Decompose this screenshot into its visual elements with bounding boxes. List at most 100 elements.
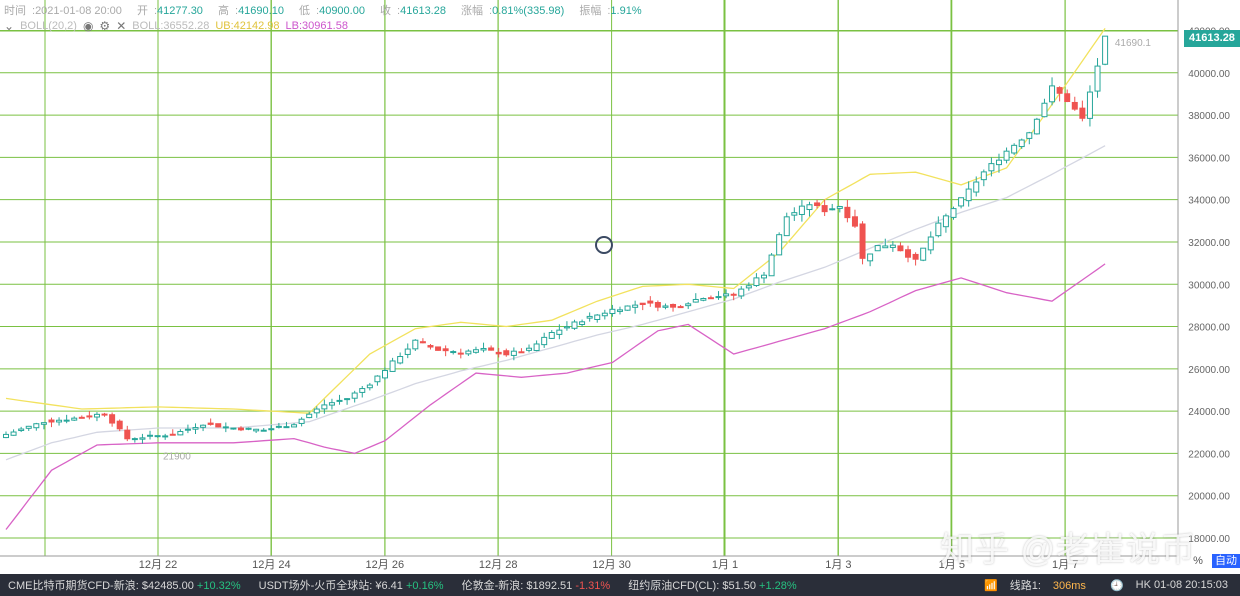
candle-body — [541, 336, 548, 346]
candle — [457, 348, 464, 359]
time-axis[interactable]: 12月 22 12月 24 12月 26 12月 28 12月 30 1月 1 1月 3 1月… — [139, 559, 1079, 571]
candle-body — [177, 430, 184, 436]
candle-body — [965, 188, 972, 202]
candle — [814, 199, 821, 209]
candle-body — [237, 427, 244, 431]
candle-body — [1041, 102, 1048, 118]
candle-body — [321, 404, 328, 410]
candle-body — [230, 427, 237, 430]
candle — [313, 406, 320, 418]
candle — [503, 348, 510, 357]
y-tick-label: 36000.00 — [1188, 153, 1230, 164]
candle-body — [457, 352, 464, 355]
candle-body — [912, 253, 919, 260]
candle-body — [1018, 139, 1025, 148]
eye-icon[interactable]: ◉ — [82, 19, 94, 33]
auto-scale-toggle[interactable]: 自动 — [1212, 554, 1240, 568]
candle — [662, 303, 669, 310]
x-tick-label: 12月 24 — [252, 559, 291, 571]
candle-body — [48, 419, 55, 423]
candle-body — [245, 427, 252, 430]
candle-body — [359, 388, 366, 393]
candle — [776, 232, 783, 256]
candlestick-chart[interactable]: 18000.00 20000.00 22000.00 24000.00 26000.00… — [0, 0, 1240, 574]
ticker-item[interactable]: CME比特币期货CFD-新浪: $42485.00 +10.32% — [8, 580, 241, 592]
ticker-item[interactable]: 伦敦金-新浪: $1892.51 -1.31% — [461, 580, 611, 592]
candle-body — [897, 245, 904, 252]
candle-body — [101, 413, 108, 416]
percent-scale-toggle[interactable]: % — [1193, 555, 1203, 567]
candle-body — [268, 428, 275, 431]
candle-body — [1026, 132, 1033, 139]
boll-label: BOLL(20,2) — [20, 20, 77, 32]
candle — [40, 422, 47, 430]
connection-line[interactable]: 线路1: 306ms — [1009, 580, 1086, 592]
x-tick-label: 12月 28 — [479, 559, 518, 571]
ticker-item[interactable]: USDT场外-火币全球站: ¥6.41 +0.16% — [258, 580, 444, 592]
candle-body — [3, 433, 9, 439]
candle-body — [753, 277, 760, 287]
candle — [541, 332, 548, 348]
candle — [920, 247, 927, 262]
y-tick-label: 30000.00 — [1188, 280, 1230, 291]
candle-body — [783, 216, 790, 237]
y-tick-label: 32000.00 — [1188, 238, 1230, 249]
candle-body — [63, 419, 70, 422]
candle-body — [654, 302, 661, 308]
candle — [1003, 147, 1010, 164]
candle — [677, 304, 684, 309]
candle-body — [25, 425, 32, 429]
chart-grid — [0, 0, 1179, 557]
candle-body — [670, 303, 677, 308]
candle-body — [351, 392, 358, 399]
candle-body — [344, 398, 351, 401]
candle-body — [738, 288, 745, 297]
y-tick-label: 22000.00 — [1188, 449, 1230, 460]
candle — [601, 309, 608, 320]
candle — [1094, 58, 1101, 98]
candle-body — [200, 424, 207, 428]
gear-icon[interactable]: ⚙ — [99, 19, 111, 33]
candle-body — [1094, 65, 1101, 92]
candle-body — [374, 375, 381, 383]
candle-body — [298, 418, 305, 424]
middle-band-line — [5, 145, 1106, 461]
candle-body — [1056, 87, 1063, 94]
clock-icon: 🕘 — [1109, 579, 1124, 592]
candle — [18, 426, 25, 433]
candle — [738, 286, 745, 300]
candle — [851, 209, 858, 228]
candle-body — [920, 247, 927, 261]
candle — [753, 273, 760, 287]
candle — [723, 289, 730, 299]
candle — [632, 300, 639, 314]
candle — [829, 203, 836, 211]
candle — [101, 412, 108, 417]
close-icon[interactable]: ✕ — [116, 19, 127, 33]
candle-body — [988, 163, 995, 172]
y-tick-label: 20000.00 — [1188, 492, 1230, 503]
candle-body — [563, 326, 570, 329]
x-tick-label: 1月 7 — [1052, 559, 1078, 571]
candle-body — [169, 433, 176, 436]
y-tick-label: 28000.00 — [1188, 323, 1230, 334]
ticker-item[interactable]: 纽约原油CFD(CL): $51.50 +1.28% — [628, 580, 797, 592]
candle — [450, 350, 457, 355]
candle — [124, 425, 131, 442]
candle-body — [715, 296, 722, 299]
price-axis[interactable]: 18000.00 20000.00 22000.00 24000.00 26000.00… — [1188, 27, 1230, 546]
candle — [366, 382, 373, 391]
candle — [791, 207, 798, 221]
crosshair-cursor-icon — [595, 236, 613, 254]
candle — [86, 411, 93, 420]
candle-body — [844, 206, 851, 219]
candle-body — [472, 349, 479, 353]
candle — [321, 399, 328, 414]
candle — [1102, 35, 1109, 66]
candle — [761, 272, 767, 284]
candle-body — [147, 434, 154, 437]
candle-body — [116, 420, 123, 430]
candle-body — [586, 315, 593, 319]
chevron-down-icon[interactable]: ⌄ — [4, 19, 15, 33]
candle-body — [215, 423, 222, 428]
